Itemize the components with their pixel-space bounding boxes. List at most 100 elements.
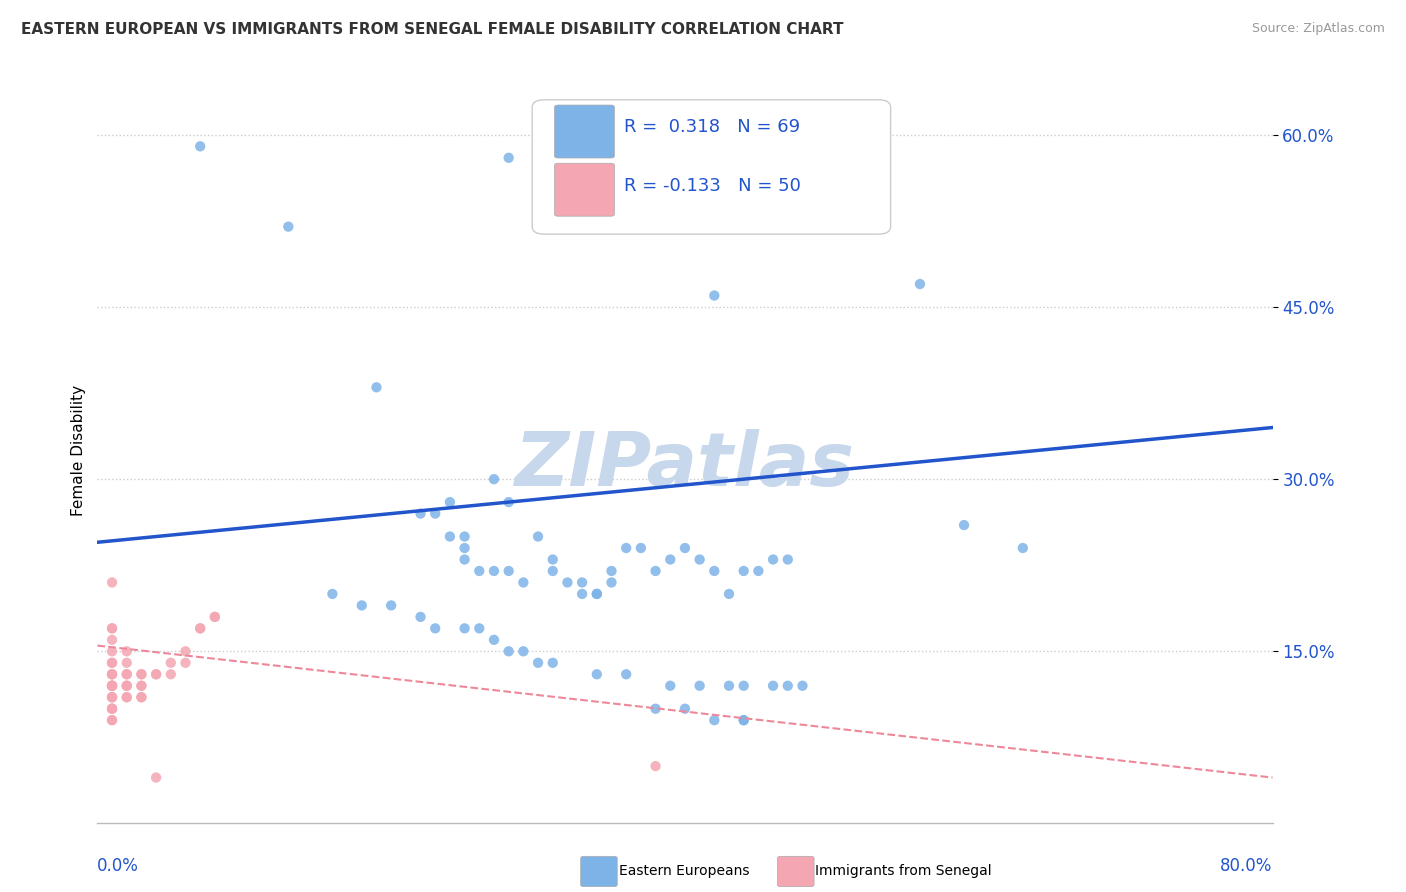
Point: [101, 656, 124, 670]
Point: [101, 667, 124, 681]
Point: [733, 713, 755, 727]
Point: [585, 587, 607, 601]
Point: [145, 771, 167, 785]
Point: [614, 667, 637, 681]
Point: [101, 713, 124, 727]
Point: [131, 679, 153, 693]
Point: [512, 575, 534, 590]
Point: [571, 587, 593, 601]
Point: [527, 530, 550, 544]
Point: [439, 530, 461, 544]
Point: [115, 679, 138, 693]
Point: [101, 713, 124, 727]
Text: ZIPatlas: ZIPatlas: [515, 429, 855, 502]
Point: [498, 564, 520, 578]
Point: [776, 552, 799, 566]
Point: [101, 702, 124, 716]
Point: [101, 679, 124, 693]
Point: [101, 679, 124, 693]
Point: [453, 552, 475, 566]
Point: [188, 621, 211, 635]
Point: [718, 587, 741, 601]
Text: R =  0.318   N = 69: R = 0.318 N = 69: [624, 119, 800, 136]
Point: [115, 667, 138, 681]
Point: [733, 564, 755, 578]
FancyBboxPatch shape: [554, 163, 614, 216]
Point: [689, 552, 711, 566]
Point: [159, 667, 181, 681]
Text: Eastern Europeans: Eastern Europeans: [619, 864, 749, 879]
Point: [115, 679, 138, 693]
Point: [792, 679, 814, 693]
Text: 0.0%: 0.0%: [97, 857, 139, 875]
Point: [659, 679, 682, 693]
Point: [498, 644, 520, 658]
Point: [733, 679, 755, 693]
Point: [644, 564, 666, 578]
Point: [115, 679, 138, 693]
Point: [101, 679, 124, 693]
Point: [762, 679, 785, 693]
FancyBboxPatch shape: [554, 105, 614, 158]
Point: [541, 552, 564, 566]
Point: [425, 621, 447, 635]
Point: [115, 656, 138, 670]
Point: [747, 564, 769, 578]
Point: [498, 495, 520, 509]
Point: [277, 219, 299, 234]
Point: [673, 541, 696, 555]
Point: [498, 151, 520, 165]
Text: R = -0.133   N = 50: R = -0.133 N = 50: [624, 177, 800, 194]
Point: [527, 656, 550, 670]
Y-axis label: Female Disability: Female Disability: [72, 384, 86, 516]
Point: [614, 541, 637, 555]
Point: [718, 679, 741, 693]
Text: EASTERN EUROPEAN VS IMMIGRANTS FROM SENEGAL FEMALE DISABILITY CORRELATION CHART: EASTERN EUROPEAN VS IMMIGRANTS FROM SENE…: [21, 22, 844, 37]
Point: [131, 667, 153, 681]
Point: [600, 564, 623, 578]
Point: [204, 610, 226, 624]
Point: [482, 472, 505, 486]
Point: [131, 690, 153, 705]
Point: [204, 610, 226, 624]
Point: [101, 644, 124, 658]
Point: [776, 679, 799, 693]
Point: [585, 587, 607, 601]
Point: [101, 667, 124, 681]
Point: [350, 599, 373, 613]
Point: [468, 621, 491, 635]
Point: [689, 679, 711, 693]
Point: [115, 667, 138, 681]
Point: [101, 679, 124, 693]
Point: [585, 667, 607, 681]
Point: [174, 656, 197, 670]
Text: 80.0%: 80.0%: [1220, 857, 1272, 875]
Point: [644, 759, 666, 773]
Point: [115, 690, 138, 705]
Point: [541, 656, 564, 670]
Point: [439, 495, 461, 509]
FancyBboxPatch shape: [531, 100, 890, 234]
Point: [703, 288, 725, 302]
Point: [366, 380, 388, 394]
Point: [101, 621, 124, 635]
Point: [453, 541, 475, 555]
Point: [953, 518, 976, 533]
Point: [512, 644, 534, 658]
Point: [1011, 541, 1033, 555]
Point: [908, 277, 931, 291]
Point: [673, 702, 696, 716]
Point: [659, 552, 682, 566]
Point: [101, 679, 124, 693]
Point: [101, 632, 124, 647]
Point: [145, 667, 167, 681]
Point: [409, 610, 432, 624]
Point: [600, 575, 623, 590]
Point: [115, 690, 138, 705]
Point: [644, 702, 666, 716]
Point: [482, 564, 505, 578]
Point: [131, 667, 153, 681]
Point: [733, 713, 755, 727]
Point: [131, 679, 153, 693]
Point: [145, 667, 167, 681]
